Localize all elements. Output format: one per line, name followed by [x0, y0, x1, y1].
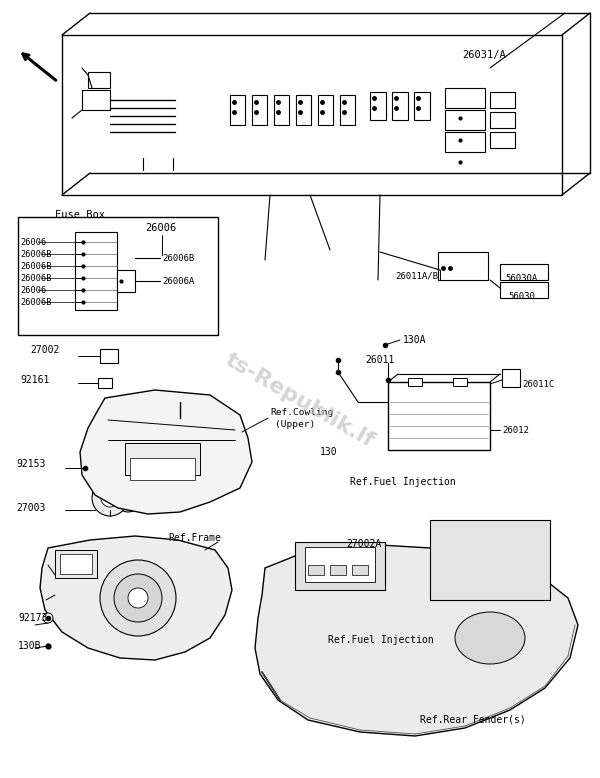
- Bar: [125, 443, 200, 475]
- Bar: [430, 520, 550, 600]
- Bar: [117, 270, 135, 292]
- Circle shape: [122, 494, 134, 506]
- Bar: [445, 132, 485, 152]
- Bar: [75, 232, 117, 310]
- Bar: [500, 282, 548, 298]
- Text: 130A: 130A: [403, 335, 427, 345]
- Text: Ref.Fuel Injection: Ref.Fuel Injection: [350, 477, 456, 487]
- Text: 27002A: 27002A: [346, 539, 381, 549]
- Circle shape: [101, 489, 119, 507]
- Text: 130: 130: [320, 447, 338, 457]
- Text: 26031/A: 26031/A: [462, 50, 506, 60]
- Text: 27003: 27003: [16, 503, 46, 513]
- Text: 56030A: 56030A: [505, 274, 537, 282]
- Text: 26006: 26006: [20, 237, 46, 247]
- Text: 26006B: 26006B: [20, 261, 52, 271]
- Circle shape: [100, 560, 176, 636]
- Bar: [453, 378, 467, 386]
- Text: Ref.Cowling: Ref.Cowling: [270, 408, 333, 416]
- Text: 26006: 26006: [145, 223, 176, 233]
- Circle shape: [68, 121, 82, 135]
- Bar: [388, 382, 490, 450]
- Text: 26006B: 26006B: [20, 274, 52, 282]
- Text: Fuse Box: Fuse Box: [55, 210, 105, 220]
- Bar: [308, 565, 324, 575]
- Bar: [445, 88, 485, 108]
- Bar: [130, 458, 195, 480]
- Circle shape: [114, 574, 162, 622]
- Text: 56030: 56030: [508, 292, 535, 300]
- Ellipse shape: [143, 163, 173, 177]
- Bar: [296, 95, 311, 125]
- Text: Ref.Fuel Injection: Ref.Fuel Injection: [328, 635, 434, 645]
- Text: 26006A: 26006A: [162, 276, 194, 286]
- Text: 27002: 27002: [30, 345, 59, 355]
- Text: Ref.Frame: Ref.Frame: [168, 533, 221, 543]
- Bar: [252, 95, 267, 125]
- Bar: [55, 550, 97, 578]
- Circle shape: [128, 588, 148, 608]
- Bar: [490, 92, 515, 108]
- Bar: [414, 92, 430, 120]
- Bar: [305, 547, 375, 582]
- Polygon shape: [255, 545, 578, 736]
- Bar: [318, 95, 333, 125]
- Bar: [98, 378, 112, 388]
- Text: 26011: 26011: [365, 355, 394, 365]
- Bar: [445, 110, 485, 130]
- Text: Ref.Rear Fender(s): Ref.Rear Fender(s): [420, 715, 526, 725]
- Bar: [340, 95, 355, 125]
- Bar: [330, 565, 346, 575]
- Bar: [352, 565, 368, 575]
- Text: 26011A/B: 26011A/B: [395, 272, 438, 281]
- Bar: [100, 349, 118, 363]
- Bar: [60, 554, 92, 574]
- Bar: [490, 132, 515, 148]
- Bar: [230, 95, 245, 125]
- Ellipse shape: [455, 612, 525, 664]
- Text: 92153: 92153: [16, 459, 46, 469]
- Bar: [438, 252, 488, 280]
- Text: (Upper): (Upper): [275, 419, 315, 429]
- Circle shape: [72, 125, 78, 131]
- Bar: [502, 369, 520, 387]
- Bar: [392, 92, 408, 120]
- Text: 26011C: 26011C: [522, 380, 554, 388]
- Bar: [88, 72, 110, 88]
- Text: ts-Republik.lf: ts-Republik.lf: [222, 349, 378, 450]
- Bar: [62, 35, 562, 195]
- Circle shape: [92, 480, 128, 516]
- Bar: [82, 90, 110, 110]
- Bar: [370, 92, 386, 120]
- Bar: [274, 95, 289, 125]
- Text: 92161: 92161: [20, 375, 49, 385]
- Bar: [295, 542, 385, 590]
- Bar: [500, 264, 548, 280]
- Text: 26012: 26012: [502, 426, 529, 434]
- Text: 130B: 130B: [18, 641, 41, 651]
- Bar: [408, 378, 422, 386]
- Ellipse shape: [143, 151, 173, 165]
- Text: 26006B: 26006B: [162, 254, 194, 262]
- Text: 26006B: 26006B: [20, 250, 52, 258]
- Circle shape: [116, 488, 140, 512]
- Circle shape: [43, 613, 53, 623]
- Polygon shape: [40, 536, 232, 660]
- Bar: [490, 112, 515, 128]
- Polygon shape: [80, 390, 252, 514]
- Text: 92173: 92173: [18, 613, 47, 623]
- Text: 26006: 26006: [20, 286, 46, 295]
- Bar: [18, 217, 218, 335]
- Text: 26006B: 26006B: [20, 297, 52, 307]
